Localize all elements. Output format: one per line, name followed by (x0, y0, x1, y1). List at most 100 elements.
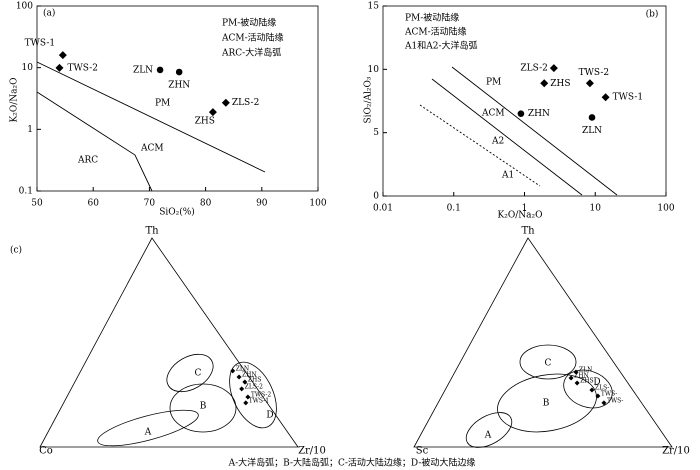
apex-label: Th (145, 226, 159, 237)
apex-label: Th (521, 226, 535, 237)
field (166, 353, 214, 393)
boundary-line (419, 104, 541, 187)
plot-frame (36, 5, 319, 192)
point (208, 108, 217, 117)
field (563, 369, 613, 409)
region-label: PM (486, 78, 501, 88)
x-tick-label: 50 (31, 199, 43, 209)
ternary-frame (413, 237, 673, 448)
x-tick-label: 60 (87, 199, 99, 209)
apex-label: Co (39, 446, 53, 457)
y-tick-label: 1 (27, 125, 33, 135)
point (239, 386, 245, 392)
point (58, 51, 67, 60)
point (245, 394, 251, 400)
point (242, 379, 248, 385)
point (573, 369, 579, 375)
legend-text: ACM-活动陆缘 (221, 32, 284, 44)
region-label: A2 (491, 137, 504, 147)
boundary-line (451, 66, 618, 196)
y-tick-label: 100 (16, 2, 33, 12)
field (465, 412, 513, 448)
point-label: ZLS-2 (245, 383, 264, 390)
field (97, 409, 199, 447)
region-label: A1 (501, 171, 514, 181)
y-axis-label: SiO₂/Al₂O₃ (364, 76, 374, 123)
x-tick-label: 90 (256, 199, 268, 209)
point-label: ZHN (242, 371, 257, 378)
point (540, 79, 549, 88)
x-tick-label: 10 (590, 204, 602, 214)
ternary-frame (39, 237, 299, 448)
point-label: TWS-2 (251, 392, 272, 399)
point-label: ZHN (574, 373, 589, 380)
boundary-line (36, 61, 266, 173)
point (585, 79, 594, 88)
point-label: ZLN (579, 366, 592, 373)
x-tick-label: 100 (309, 199, 326, 209)
region-label: B (543, 399, 550, 409)
caption: A-大洋岛弧；B-大陆岛弧；C-活动大陆边缘；D-被动大陆边缘 (228, 457, 476, 469)
x-tick-label: 80 (200, 199, 212, 209)
region-label: D (266, 411, 273, 421)
point-label: ZHS (550, 79, 570, 89)
point-label: TWS-2 (67, 63, 98, 73)
field (497, 373, 597, 433)
region-label: PM (155, 99, 170, 109)
point (221, 98, 230, 107)
point-label: ZLN (582, 126, 602, 136)
point (601, 400, 607, 406)
point (568, 375, 574, 381)
point-label: TWS-1 (613, 93, 644, 103)
region-label: ACM (140, 144, 164, 154)
point (588, 114, 596, 121)
point (55, 63, 64, 72)
point (595, 393, 601, 399)
point (574, 380, 580, 386)
boundary-line (431, 78, 583, 196)
point-label: ZHN (528, 109, 550, 119)
boundary-line (36, 91, 153, 192)
point (601, 93, 610, 102)
apex-label: Zr/10 (298, 446, 326, 457)
point-label: ZLS-2 (520, 64, 548, 74)
y-tick-label: 0 (373, 192, 379, 202)
legend-text: ACM-活动陆缘 (404, 26, 467, 38)
region-label: A (484, 431, 492, 441)
y-tick-label: 15 (368, 2, 380, 12)
legend-text: PM-被动陆缘 (222, 17, 276, 29)
y-tick-label: 5 (373, 128, 379, 138)
field (519, 344, 577, 380)
region-label: B (200, 402, 207, 412)
region-label: D (593, 378, 600, 388)
x-tick-label: 70 (144, 199, 156, 209)
panel-label: (b) (646, 9, 659, 20)
point-label: ZHS (580, 378, 594, 385)
point-label: TWS-1 (249, 397, 269, 404)
legend-text: A1和A2-大洋岛弧 (404, 40, 478, 52)
x-tick-label: 100 (657, 204, 674, 214)
field (229, 361, 277, 429)
point-label: ZLN (133, 65, 153, 75)
y-tick-label: 0.1 (19, 187, 33, 197)
x-axis-label: SiO₂(%) (159, 207, 195, 218)
point-label: ZLS- (595, 384, 610, 391)
point (156, 66, 164, 74)
point-label: ZHN (168, 81, 190, 91)
y-axis-label: K₂O/Na₂O (10, 78, 20, 123)
apex-label: Zr/10 (662, 446, 690, 457)
point (230, 368, 236, 374)
point-label: TWS- (601, 391, 618, 398)
y-tick-label: 10 (22, 63, 34, 73)
point (517, 110, 525, 117)
point-label: TWS-2 (579, 68, 610, 78)
point-label: ZLS-2 (232, 98, 260, 108)
panel-label: (a) (43, 8, 55, 19)
field (169, 383, 237, 433)
legend-text: ARC-大洋岛弧 (221, 47, 281, 59)
point-label: TWS-1 (25, 39, 56, 49)
point (236, 374, 242, 380)
panel-label: (c) (10, 245, 22, 256)
y-tick-label: 10 (368, 65, 380, 75)
